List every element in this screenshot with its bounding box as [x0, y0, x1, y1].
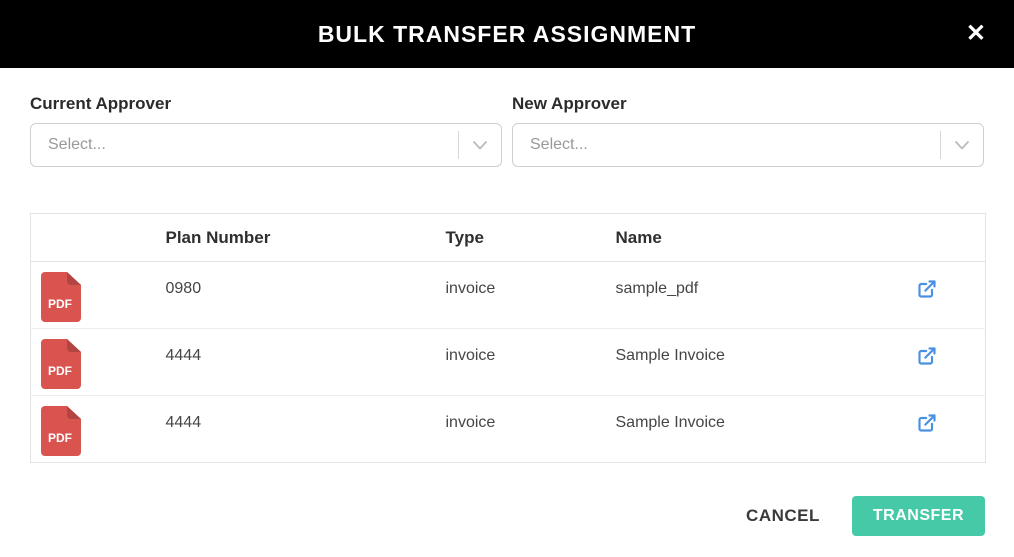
current-approver-field: Current Approver Select... [30, 94, 502, 167]
select-divider [940, 131, 941, 159]
type-cell: invoice [445, 261, 616, 329]
modal-body: Current Approver Select... New Approver … [0, 68, 1014, 496]
plan-number-cell: 4444 [165, 414, 202, 431]
transfer-button[interactable]: TRANSFER [851, 496, 985, 536]
cancel-button[interactable]: CANCEL [744, 500, 822, 532]
current-approver-placeholder: Select... [48, 136, 106, 153]
plan-number-cell: 4444 [165, 328, 446, 396]
action-column-header [900, 213, 986, 262]
action-cell [900, 328, 986, 396]
type-column-header: Type [445, 213, 616, 262]
open-document-button[interactable] [917, 346, 937, 366]
chevron-down-icon[interactable] [459, 140, 501, 150]
modal-title: BULK TRANSFER ASSIGNMENT [317, 20, 697, 47]
table-row: PDF 0980 invoice sample_pdf [30, 261, 986, 329]
type-cell: invoice [445, 414, 496, 431]
table-row: PDF 4444 invoice Sample Invoice [31, 396, 986, 463]
documents-table: Plan Number Type Name PDF [30, 213, 986, 463]
external-link-icon [917, 347, 936, 365]
documents-table-container: Plan Number Type Name PDF [30, 213, 986, 463]
new-approver-select[interactable]: Select... [512, 123, 984, 167]
new-approver-field: New Approver Select... [512, 94, 984, 167]
plan-number-column-header: Plan Number [165, 213, 446, 262]
new-approver-placeholder: Select... [530, 136, 588, 153]
pdf-icon-label: PDF [48, 297, 72, 311]
action-cell [901, 396, 986, 463]
modal-footer: CANCEL TRANSFER [0, 496, 1014, 557]
pdf-icon-label: PDF [48, 431, 72, 445]
current-approver-label: Current Approver [30, 94, 172, 113]
file-type-cell: PDF [31, 396, 166, 463]
type-cell: invoice [445, 328, 616, 396]
pdf-icon-label: PDF [48, 364, 72, 378]
name-cell: Sample Invoice [615, 414, 725, 431]
name-cell: sample_pdf [615, 261, 901, 329]
external-link-icon [917, 414, 936, 432]
name-column-header: Name [615, 213, 901, 262]
table-header-row: Plan Number Type Name [30, 213, 986, 262]
table-row: PDF 4444 invoice Sample Invoice [30, 328, 986, 396]
plan-number-cell: 0980 [165, 261, 446, 329]
pdf-file-icon: PDF [41, 272, 81, 322]
chevron-down-icon[interactable] [941, 140, 983, 150]
file-type-cell: PDF [30, 261, 166, 329]
pdf-file-icon: PDF [41, 339, 81, 389]
approver-selects-row: Current Approver Select... New Approver … [30, 94, 984, 167]
file-type-cell: PDF [30, 328, 166, 396]
new-approver-label: New Approver [512, 94, 627, 113]
name-cell: Sample Invoice [615, 328, 901, 396]
current-approver-select[interactable]: Select... [30, 123, 502, 167]
modal-header: BULK TRANSFER ASSIGNMENT ✕ [0, 0, 1014, 68]
close-icon[interactable]: ✕ [962, 18, 990, 50]
file-icon-column-header [30, 213, 166, 262]
action-cell [900, 261, 986, 329]
select-divider [458, 131, 459, 159]
open-document-button[interactable] [917, 413, 937, 433]
open-document-button[interactable] [917, 279, 937, 299]
pdf-file-icon: PDF [41, 406, 81, 456]
external-link-icon [917, 280, 936, 298]
